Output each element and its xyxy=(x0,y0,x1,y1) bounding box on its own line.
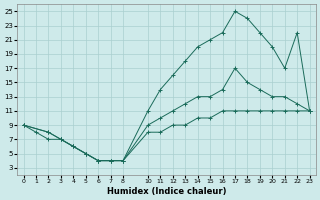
X-axis label: Humidex (Indice chaleur): Humidex (Indice chaleur) xyxy=(107,187,226,196)
